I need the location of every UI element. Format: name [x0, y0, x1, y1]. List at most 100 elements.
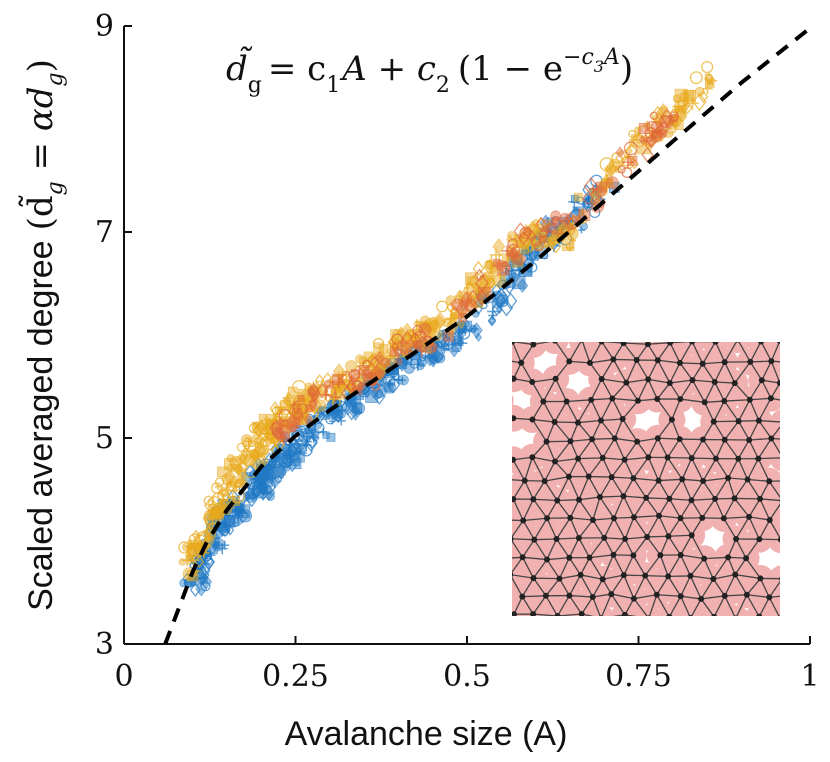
inset-edge: [784, 402, 794, 422]
data-point: [436, 300, 448, 313]
inset-edge: [578, 519, 594, 539]
inset-node: [701, 555, 708, 562]
x-tick-label: 0: [114, 659, 133, 694]
inset-edge: [512, 498, 514, 500]
inset-node: [811, 557, 817, 563]
data-point: [316, 382, 329, 399]
data-point: [545, 223, 557, 235]
data-point: [582, 193, 594, 204]
inset-edge: [645, 497, 660, 517]
inset-edge: [556, 537, 579, 540]
inset-edge: [533, 613, 558, 616]
y-ticks: 3 5 7 9: [95, 9, 132, 662]
inset-node: [731, 495, 738, 502]
x-tick-label: 1: [800, 659, 819, 694]
inset-edge: [793, 479, 816, 481]
inset-node: [756, 495, 763, 502]
data-point: [297, 394, 305, 402]
inset-edge: [692, 320, 701, 341]
data-point: [522, 226, 532, 236]
inset-edge: [581, 613, 594, 616]
inset-edge: [748, 516, 760, 540]
inset-node: [689, 377, 696, 384]
inset-disk: [790, 329, 817, 356]
inset-edge: [735, 538, 747, 559]
inset-edge: [782, 556, 795, 578]
inset-disk: [700, 603, 728, 616]
inset-edge: [680, 398, 705, 403]
inset-node: [676, 436, 683, 443]
inset-edge: [669, 342, 681, 364]
inset-edge: [546, 559, 561, 579]
inset-edge: [746, 458, 759, 480]
inset-node: [654, 435, 661, 442]
inset-node: [643, 494, 650, 501]
inset-node: [812, 319, 818, 325]
inset-edge: [546, 538, 558, 560]
data-point: [474, 268, 485, 282]
inset-edge: [588, 475, 612, 478]
inset-edge: [758, 519, 771, 540]
inset-edge: [701, 595, 725, 600]
inset-edge: [724, 399, 750, 402]
inset-edge: [701, 498, 716, 519]
inset-node: [620, 342, 627, 347]
data-point: [281, 419, 290, 428]
data-point: [252, 484, 263, 499]
inset-edge: [569, 360, 590, 364]
inset-node: [721, 398, 728, 405]
inset-edge: [524, 480, 545, 482]
inset-node: [556, 575, 563, 582]
inset-edge: [512, 459, 526, 481]
inset-edge: [614, 437, 638, 443]
inset-edge: [557, 499, 580, 502]
data-point: [623, 141, 638, 156]
data-point: [530, 235, 542, 247]
inset-edge: [690, 575, 714, 580]
inset-edge: [669, 362, 681, 384]
inset-node: [721, 592, 728, 599]
data-point: [304, 428, 314, 438]
inset-edge: [570, 517, 593, 521]
inset-edge: [656, 576, 669, 596]
inset-node: [721, 436, 728, 443]
inset-edge: [580, 557, 591, 576]
data-point: [521, 247, 534, 260]
inset-edge: [633, 598, 648, 616]
inset-edge: [512, 498, 524, 521]
inset-edge: [610, 593, 626, 616]
inset-edge: [512, 459, 514, 461]
inset-edge: [612, 342, 625, 360]
inset-node: [589, 593, 596, 600]
inset-edge: [589, 554, 614, 559]
data-point: [451, 298, 464, 312]
inset-edge: [728, 477, 748, 481]
inset-edge: [691, 457, 704, 482]
inset-edge: [599, 342, 602, 343]
inset-node: [578, 610, 585, 616]
data-point: [255, 434, 266, 447]
data-point: [370, 364, 384, 382]
data-point: [290, 417, 301, 428]
inset-node: [790, 478, 796, 484]
inset-edge: [532, 480, 546, 500]
data-point: [362, 359, 372, 369]
inset-edge: [613, 516, 634, 519]
inset-edge: [804, 577, 813, 597]
data-point: [362, 385, 373, 399]
inset-disk: [544, 602, 572, 616]
inset-disk: [512, 549, 516, 568]
inset-node: [755, 455, 762, 462]
inset-edge: [512, 520, 524, 538]
inset-node: [589, 516, 596, 523]
inset-edge: [714, 381, 735, 384]
inset-edge: [748, 439, 759, 459]
inset-node: [552, 375, 559, 382]
inset-edge: [770, 360, 780, 384]
data-point: [553, 229, 563, 238]
inset-node: [608, 474, 615, 481]
data-point: [290, 401, 298, 409]
inset-edge: [624, 456, 649, 461]
data-point: [563, 211, 578, 231]
data-point: [689, 71, 703, 85]
